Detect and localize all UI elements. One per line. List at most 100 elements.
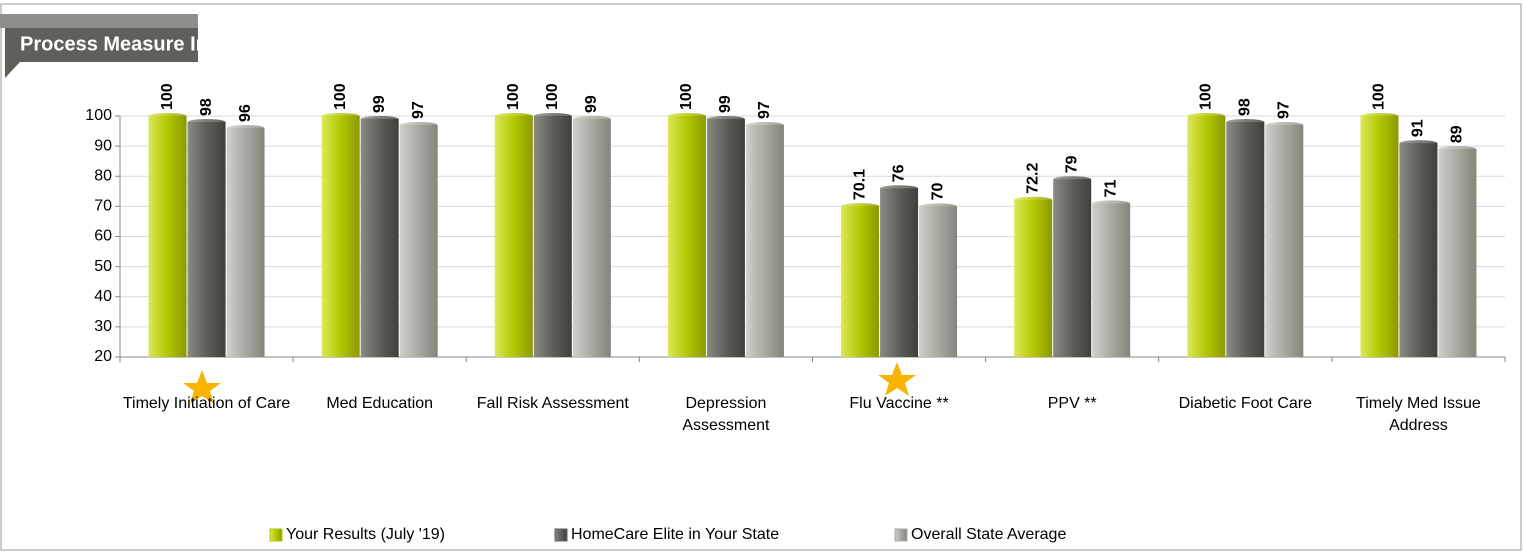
y-tick-label: 70: [94, 198, 112, 215]
bar-cap: [1265, 122, 1304, 129]
value-label: 98: [1237, 98, 1254, 116]
value-label: 76: [890, 164, 907, 182]
bar: [706, 119, 745, 357]
value-label: 79: [1063, 155, 1080, 173]
bar: [919, 206, 958, 357]
bar: [1187, 116, 1226, 357]
bar-cap: [1187, 113, 1226, 119]
bar: [1265, 125, 1304, 357]
value-label: 72.2: [1024, 163, 1041, 194]
bar-cap: [226, 125, 265, 132]
bar-cap: [667, 113, 706, 119]
y-tick-label: 40: [94, 288, 112, 305]
bar-cap: [494, 113, 533, 119]
bar-cap: [841, 203, 880, 210]
bar-cap: [745, 122, 784, 129]
bar: [148, 116, 187, 357]
bar-cap: [919, 203, 958, 210]
value-label: 100: [1198, 83, 1215, 110]
bar: [1438, 149, 1477, 357]
chart-title: Process Measure Implementation: [20, 33, 338, 55]
bar-cap: [1014, 196, 1053, 203]
value-label: 91: [1410, 119, 1427, 137]
x-tick-label: Timely Med Issue Address: [1356, 395, 1481, 434]
y-tick-label: 50: [94, 258, 112, 275]
bar: [187, 122, 226, 358]
y-tick-label: 60: [94, 228, 112, 245]
legend-swatch: [269, 528, 283, 542]
bar: [1226, 122, 1265, 358]
bar-cap: [187, 119, 226, 126]
value-label: 97: [410, 101, 427, 119]
x-tick-label: Timely Initiation of Care: [122, 395, 291, 412]
y-tick-label: 20: [94, 348, 112, 365]
value-label: 97: [756, 101, 773, 119]
bar: [1360, 116, 1399, 357]
bar: [360, 119, 399, 357]
bar: [745, 125, 784, 357]
bar-cap: [1399, 140, 1438, 147]
value-label: 89: [1449, 125, 1466, 143]
bar: [1014, 199, 1053, 357]
x-tick-label: Depression Assessment: [682, 395, 770, 434]
y-tick-label: 100: [85, 107, 112, 124]
bar-cap: [706, 116, 745, 123]
bar-cap: [1360, 113, 1399, 119]
bar-cap: [533, 113, 572, 119]
star: [878, 362, 916, 396]
bar-cap: [880, 185, 919, 192]
bar: [494, 116, 533, 357]
title-banner: [5, 28, 198, 62]
bar: [880, 188, 919, 357]
value-label: 100: [1371, 83, 1388, 110]
banner-top: [0, 14, 198, 28]
bar: [533, 116, 572, 357]
bar-cap: [1438, 146, 1477, 153]
x-tick-label: Med Education: [326, 395, 434, 412]
star: [183, 370, 221, 404]
bar: [1399, 143, 1438, 357]
bar: [226, 128, 265, 357]
banner-corner: [5, 62, 20, 78]
value-label: 96: [237, 104, 254, 122]
bar-cap: [360, 116, 399, 123]
bar-cap: [1092, 200, 1131, 207]
bar-cap: [1226, 119, 1265, 126]
bar: [841, 206, 880, 357]
bar-cap: [321, 113, 360, 119]
legend-swatch: [554, 528, 568, 542]
bar: [1053, 179, 1092, 357]
x-tick-label: PPV **: [1047, 395, 1097, 412]
x-tick-label: Diabetic Foot Care: [1178, 395, 1312, 412]
legend-label: HomeCare Elite in Your State: [571, 526, 779, 543]
y-tick-label: 90: [94, 137, 112, 154]
x-tick-label: Fall Risk Assessment: [476, 395, 629, 412]
value-label: 100: [544, 83, 561, 110]
value-label: 100: [332, 83, 349, 110]
value-label: 99: [371, 95, 388, 113]
bar-cap: [572, 116, 611, 123]
bar-cap: [148, 113, 187, 119]
value-label: 71: [1102, 179, 1119, 197]
value-label: 70.1: [851, 169, 868, 200]
bar-cap: [399, 122, 438, 129]
y-tick-label: 80: [94, 167, 112, 184]
bar: [399, 125, 438, 357]
value-label: 70: [929, 182, 946, 200]
value-label: 100: [159, 83, 176, 110]
y-tick-label: 30: [94, 318, 112, 335]
legend-label: Your Results (July '19): [286, 526, 445, 543]
bar-cap: [1053, 176, 1092, 183]
bar: [321, 116, 360, 357]
value-label: 100: [678, 83, 695, 110]
value-label: 97: [1276, 101, 1293, 119]
legend-label: Overall State Average: [911, 526, 1066, 543]
frame: [0, 3, 1522, 551]
value-label: 100: [505, 83, 522, 110]
bar: [1092, 203, 1131, 357]
bar: [667, 116, 706, 357]
value-label: 99: [717, 95, 734, 113]
value-label: 98: [198, 98, 215, 116]
